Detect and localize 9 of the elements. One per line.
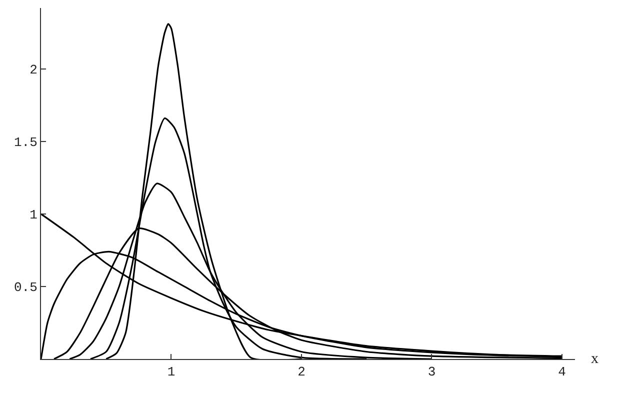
x-tick-label: 3 <box>428 364 436 380</box>
x-tick-label: 1 <box>167 364 176 380</box>
x-axis-title: x <box>591 351 599 367</box>
y-tick-label: 1 <box>30 208 38 223</box>
x-tick-label: 4 <box>558 364 566 380</box>
x-tick-label: 2 <box>298 364 306 380</box>
y-tick-label: 1.5 <box>14 134 38 150</box>
y-tick-label: 0.5 <box>14 280 38 296</box>
y-tick-label: 2 <box>30 62 38 78</box>
